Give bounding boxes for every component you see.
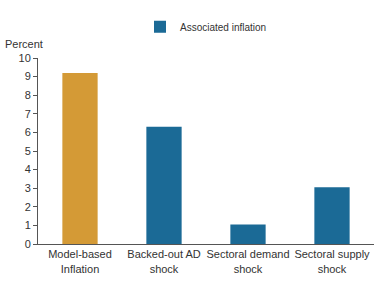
svg-text:Sectoral supplyshock: Sectoral supplyshock — [294, 248, 370, 274]
svg-text:2: 2 — [25, 201, 31, 213]
svg-text:8: 8 — [25, 89, 31, 101]
svg-text:3: 3 — [25, 182, 31, 194]
svg-text:Model-basedInflation: Model-basedInflation — [48, 248, 112, 274]
svg-text:9: 9 — [25, 70, 31, 82]
svg-text:1: 1 — [25, 219, 31, 231]
svg-text:5: 5 — [25, 145, 31, 157]
svg-text:Percent: Percent — [5, 38, 43, 50]
svg-text:0: 0 — [25, 238, 31, 250]
svg-text:Backed-out ADshock: Backed-out ADshock — [127, 248, 200, 274]
svg-text:4: 4 — [25, 163, 31, 175]
svg-text:10: 10 — [19, 52, 31, 64]
svg-text:7: 7 — [25, 108, 31, 120]
svg-text:Sectoral demandshock: Sectoral demandshock — [206, 248, 289, 274]
svg-text:6: 6 — [25, 126, 31, 138]
svg-text:Associated inflation: Associated inflation — [180, 22, 266, 33]
